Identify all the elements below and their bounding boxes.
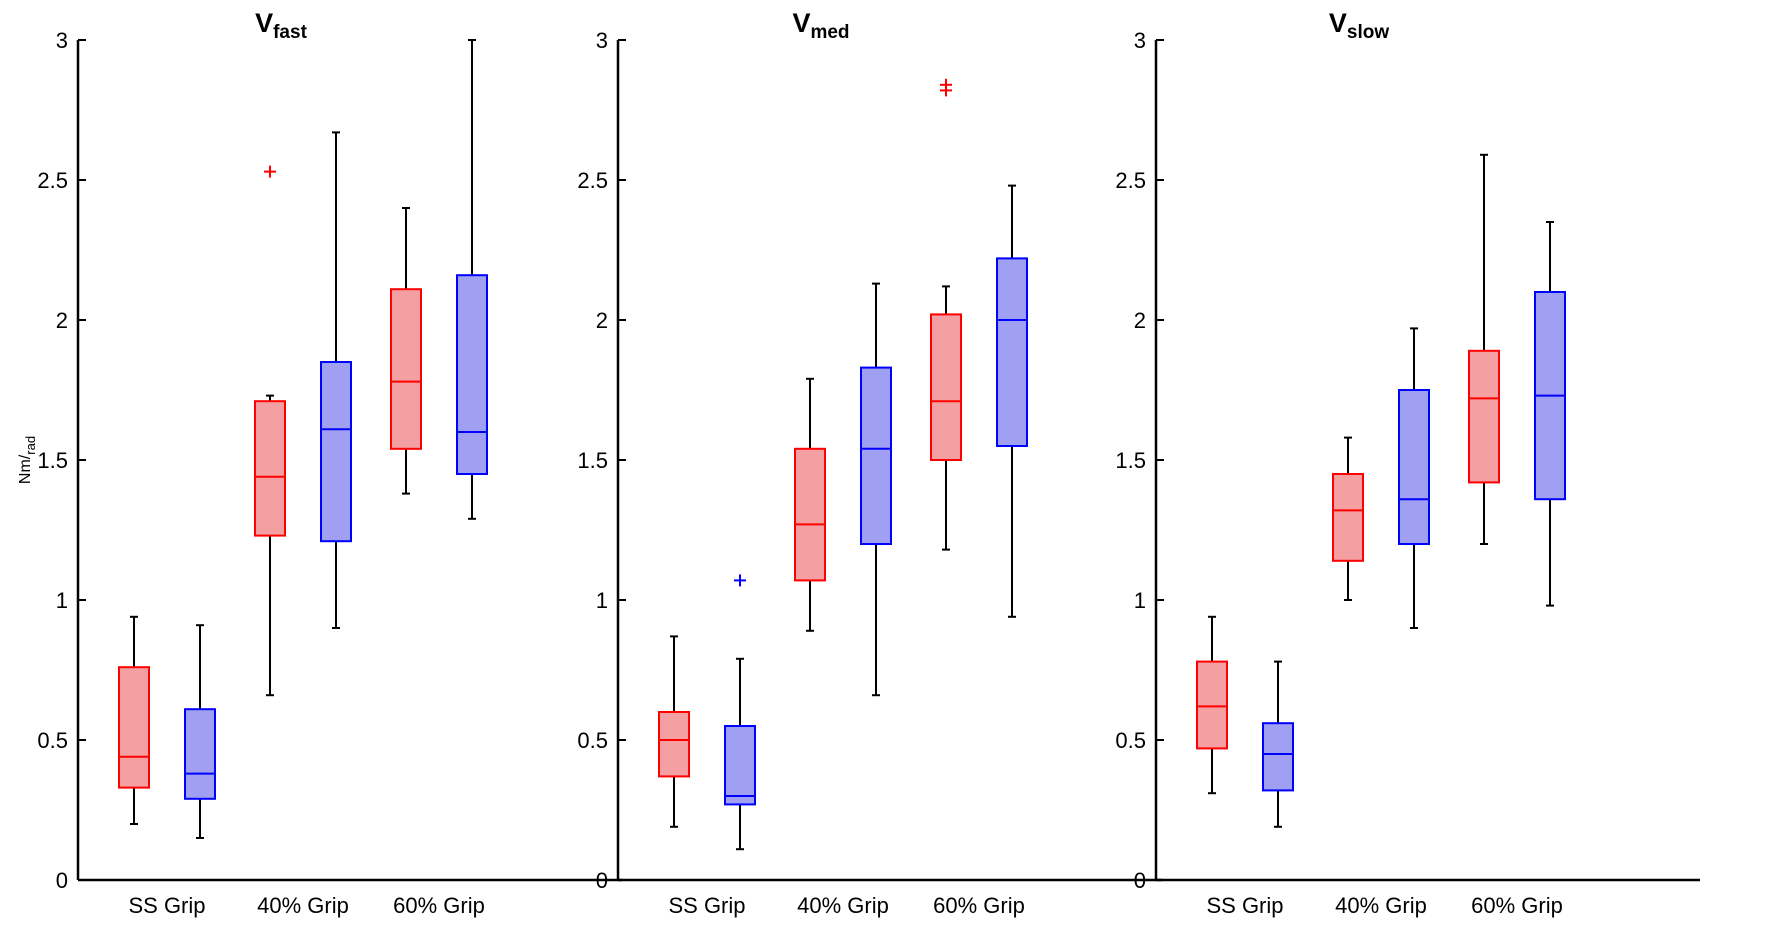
y-axis-label-main: Nm (17, 459, 34, 484)
box-blue-60-grip (1534, 221, 1566, 607)
box-blue-40-grip (860, 282, 892, 697)
iqr-box (1468, 349, 1500, 484)
y-tick-label: 2 (1134, 308, 1146, 333)
y-tick-label: 0 (596, 868, 608, 893)
box-blue-60-grip (996, 184, 1028, 618)
box-blue-ss-grip (724, 574, 756, 851)
panels-group: 0 0.5 1 1.5 2 2.5 3 SS Grip 40% Grip 60% Grip Vfas… (37, 8, 1700, 918)
y-axis-label: Nm/rad (17, 436, 38, 484)
box-red-60-grip (1468, 153, 1500, 545)
box-red-40-grip (254, 165, 286, 697)
iqr-box (320, 361, 352, 543)
y-tick-label: 0 (1134, 868, 1146, 893)
panel-fast: 0 0.5 1 1.5 2 2.5 3 SS Grip 40% Grip 60% Grip Vfas… (37, 8, 622, 918)
y-tick-label: 0.5 (577, 728, 608, 753)
x-category-label: SS Grip (1206, 893, 1283, 918)
panel-title-subscript: fast (273, 22, 307, 43)
y-tick-label: 0.5 (37, 728, 68, 753)
panel-title: Vslow (1329, 8, 1389, 43)
iqr-box (930, 313, 962, 461)
box-blue-ss-grip (184, 624, 216, 839)
iqr-box (184, 708, 216, 800)
panel-title-main: V (1329, 8, 1347, 38)
y-tick-label: 0 (56, 868, 68, 893)
x-category-label: 60% Grip (1471, 893, 1563, 918)
x-category-label: 60% Grip (393, 893, 485, 918)
iqr-box (456, 274, 488, 476)
outlier-marker (940, 78, 952, 91)
y-tick-label: 3 (56, 28, 68, 53)
panel-slow: 0 0.5 1 1.5 2 2.5 3 SS Grip 40% Grip 60% Grip Vslo… (1115, 8, 1700, 918)
panel-title-subscript: slow (1347, 22, 1389, 43)
x-category-label: SS Grip (128, 893, 205, 918)
y-axis-label-text: Nm/rad (17, 436, 38, 484)
y-tick-label: 1.5 (1115, 448, 1146, 473)
panel-title-subscript: med (810, 22, 849, 43)
y-tick-label: 1 (1134, 588, 1146, 613)
y-tick-label: 1 (596, 588, 608, 613)
iqr-box (860, 366, 892, 545)
panel-title-main: V (255, 8, 273, 38)
box-red-40-grip (1332, 436, 1364, 601)
box-red-ss-grip (118, 615, 150, 825)
y-tick-label: 2.5 (1115, 168, 1146, 193)
x-category-label: SS Grip (668, 893, 745, 918)
panel-med: 0 0.5 1 1.5 2 2.5 3 SS Grip 40% Grip 60% Grip Vmed (577, 8, 1162, 918)
iqr-box (794, 447, 826, 582)
y-axis-label-sub: rad (23, 436, 38, 455)
iqr-box (658, 711, 690, 778)
box-blue-ss-grip (1262, 660, 1294, 828)
iqr-box (1262, 722, 1294, 792)
panel-title: Vfast (255, 8, 307, 43)
iqr-box (724, 725, 756, 806)
y-tick-label: 2.5 (577, 168, 608, 193)
box-red-ss-grip (1196, 615, 1228, 795)
y-tick-label: 3 (596, 28, 608, 53)
x-category-label: 40% Grip (1335, 893, 1427, 918)
box-red-40-grip (794, 377, 826, 632)
outlier-marker (264, 165, 276, 178)
outlier-marker (734, 574, 746, 587)
y-tick-label: 2 (596, 308, 608, 333)
y-tick-label: 2 (56, 308, 68, 333)
box-red-60-grip (390, 207, 422, 495)
box-red-ss-grip (658, 635, 690, 828)
panel-title-main: V (792, 8, 810, 38)
iqr-box (1332, 473, 1364, 562)
y-tick-label: 0.5 (1115, 728, 1146, 753)
iqr-box (1196, 660, 1228, 750)
x-category-label: 40% Grip (797, 893, 889, 918)
iqr-box (1398, 389, 1430, 545)
y-tick-label: 1.5 (577, 448, 608, 473)
y-tick-label: 3 (1134, 28, 1146, 53)
x-category-label: 40% Grip (257, 893, 349, 918)
y-tick-label: 1.5 (37, 448, 68, 473)
box-red-60-grip (930, 78, 962, 551)
iqr-box (390, 288, 422, 450)
y-axis-label-sep: / (17, 454, 34, 459)
x-category-label: 60% Grip (933, 893, 1025, 918)
y-tick-label: 2.5 (37, 168, 68, 193)
box-blue-40-grip (1398, 327, 1430, 629)
box-blue-40-grip (320, 131, 352, 629)
y-tick-label: 1 (56, 588, 68, 613)
iqr-box (254, 400, 286, 537)
iqr-box (996, 257, 1028, 447)
iqr-box (118, 666, 150, 789)
panel-title: Vmed (792, 8, 849, 43)
box-blue-60-grip (456, 39, 488, 520)
